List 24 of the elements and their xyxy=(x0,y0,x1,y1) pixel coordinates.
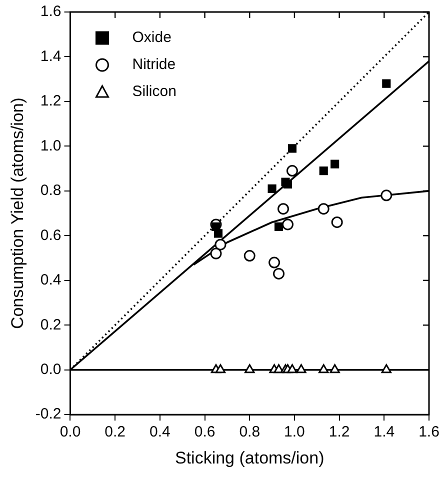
x-tick-label: 0.8 xyxy=(239,424,260,441)
y-tick-label: -0.2 xyxy=(35,406,62,423)
x-tick-label: 0.0 xyxy=(60,424,81,441)
y-tick-label: 0.0 xyxy=(40,361,62,378)
y-axis-title: Consumption Yield (atoms/ion) xyxy=(8,98,27,330)
y-tick-label: 1.2 xyxy=(40,92,62,110)
x-tick-label: 1.0 xyxy=(284,424,305,441)
y-tick-label: 0.8 xyxy=(40,182,62,200)
y-tick-label: 0.4 xyxy=(40,272,62,289)
legend-label: Nitride xyxy=(132,56,176,74)
legend-label: Silicon xyxy=(132,83,176,100)
x-tick-label: 0.4 xyxy=(150,424,170,441)
y-tick-label: 1.4 xyxy=(40,48,62,65)
y-tick-label: 1.0 xyxy=(40,137,62,154)
x-tick-label: 1.6 xyxy=(418,424,440,441)
y-tick-label: 0.2 xyxy=(40,316,62,334)
x-tick-label: 1.2 xyxy=(328,424,350,441)
y-tick-label: 0.6 xyxy=(40,226,62,244)
x-axis-title: Sticking (atoms/ion) xyxy=(174,448,324,468)
x-tick-label: 0.2 xyxy=(104,424,126,441)
x-tick-label: 1.4 xyxy=(374,424,395,441)
legend-label: Oxide xyxy=(132,29,172,46)
x-tick-label: 0.6 xyxy=(194,424,216,441)
y-tick-label: 1.6 xyxy=(40,3,62,20)
